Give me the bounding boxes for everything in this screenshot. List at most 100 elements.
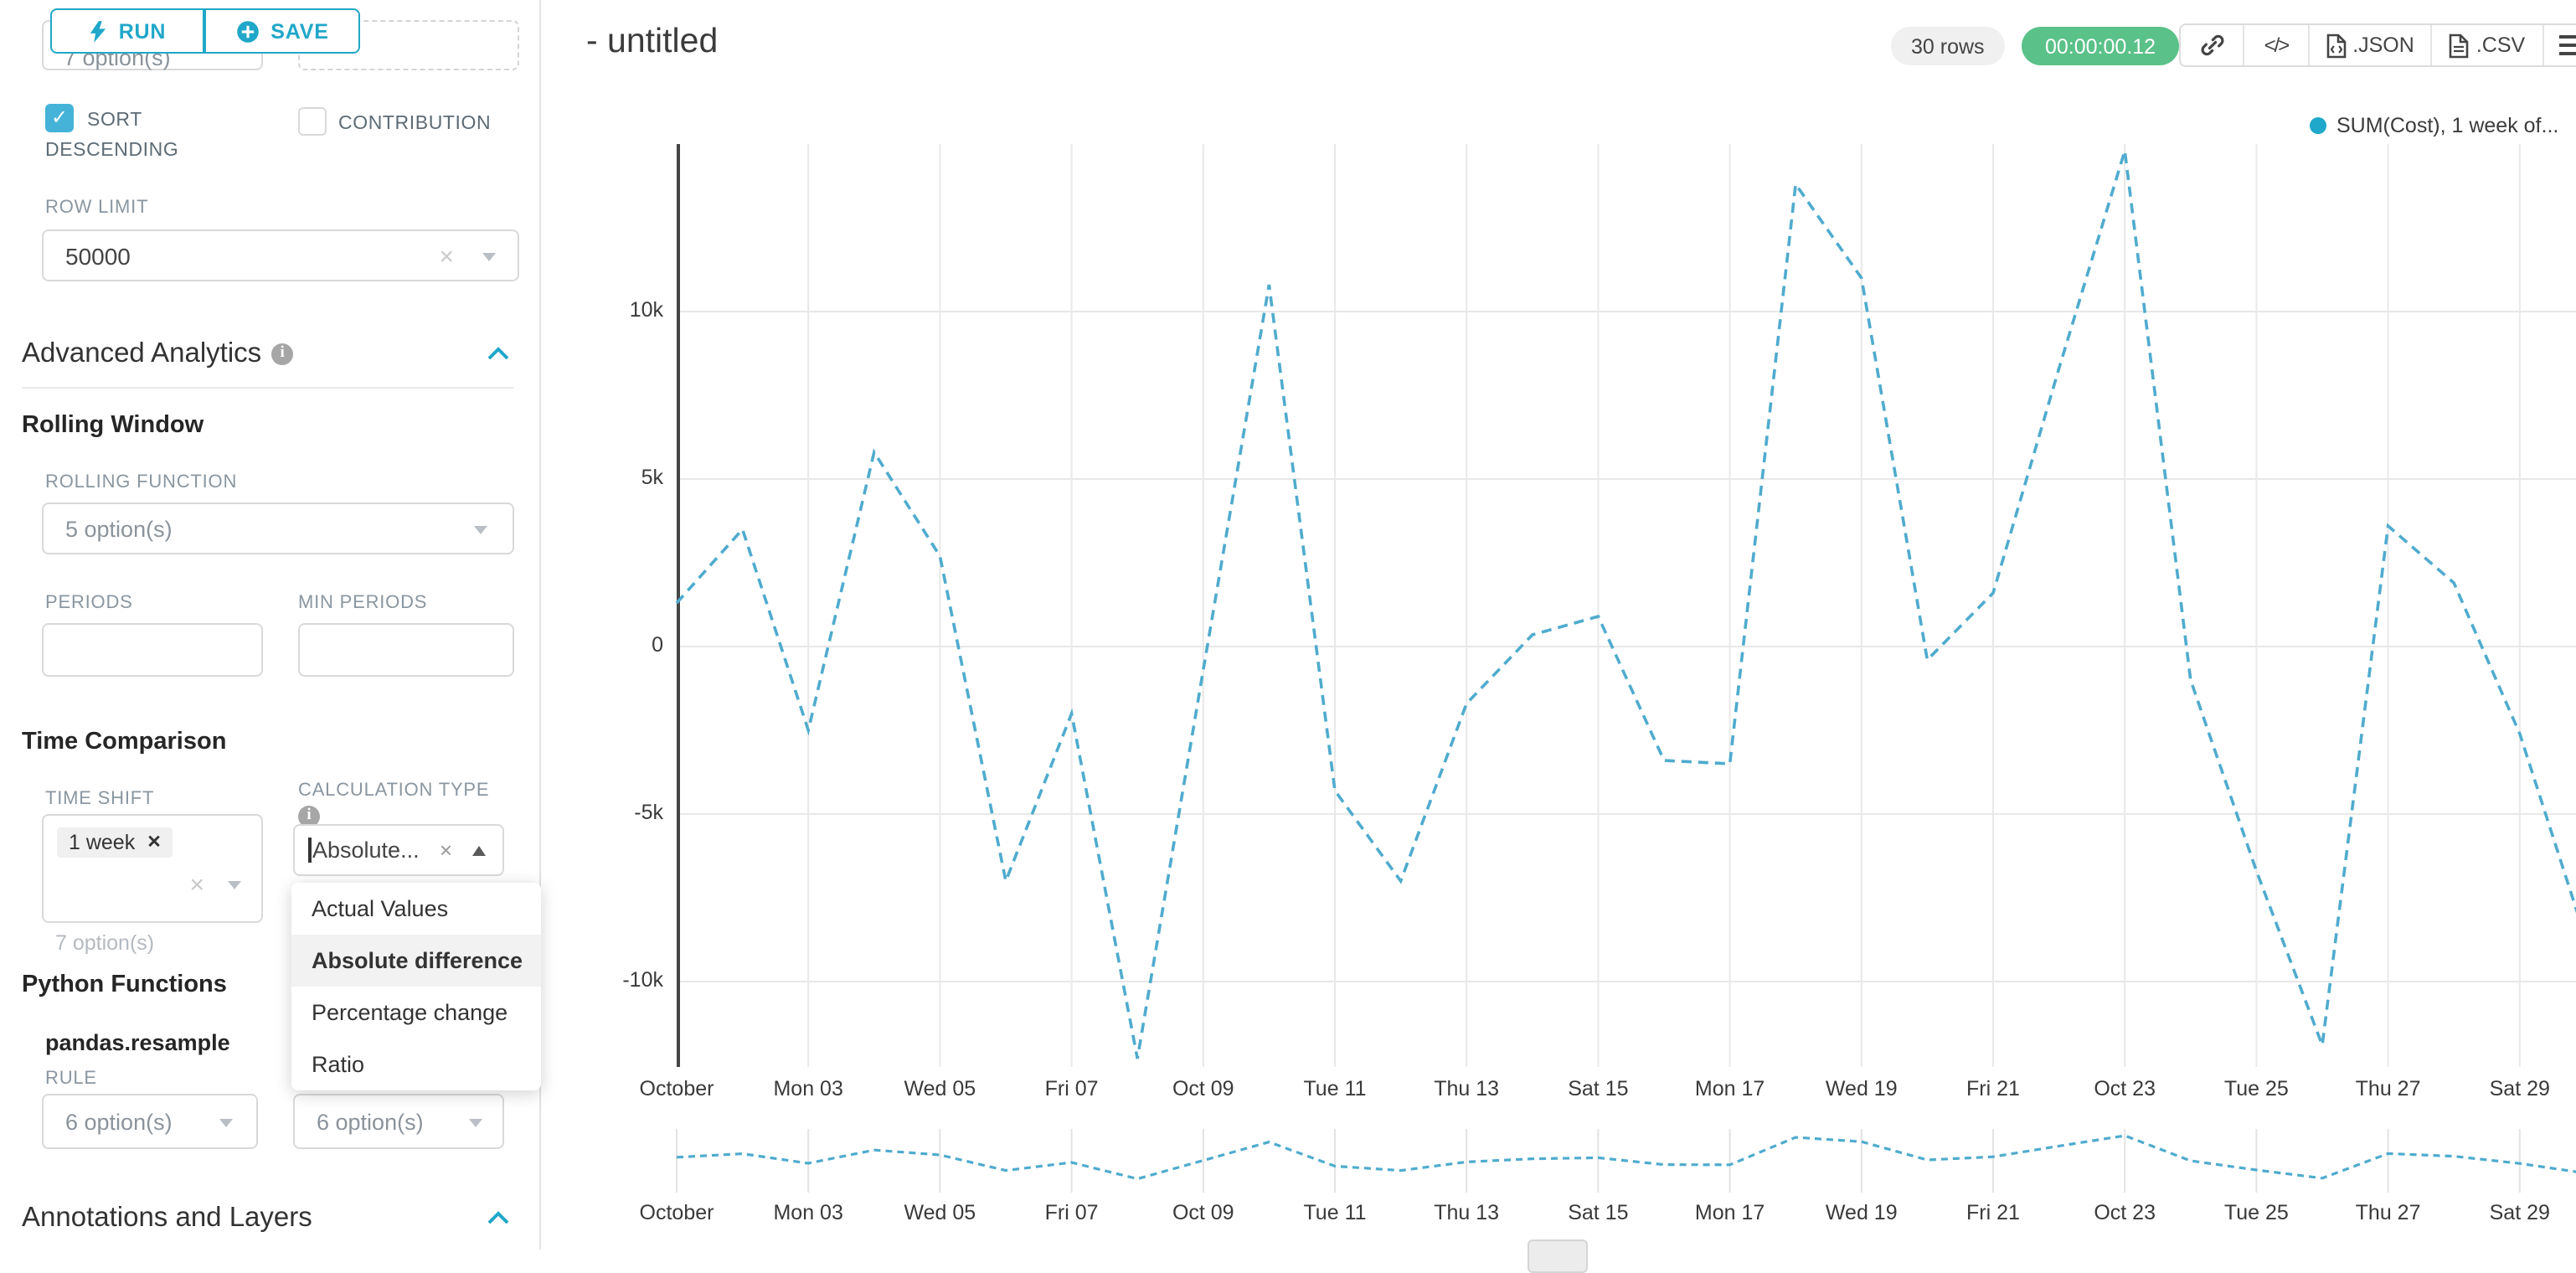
method-select[interactable]: 6 option(s) — [293, 1094, 504, 1149]
contribution-label: CONTRIBUTION — [338, 114, 492, 134]
time-shift-select[interactable]: 1 week ✕ × — [42, 814, 263, 923]
dropdown-option-percentage-change[interactable]: Percentage change — [312, 1000, 508, 1025]
export-csv-button[interactable]: .CSV — [2430, 25, 2543, 65]
embed-code-button[interactable]: </> — [2243, 25, 2308, 65]
y-axis-tick: 0 — [652, 633, 663, 657]
rolling-function-label: ROLLING FUNCTION — [45, 472, 238, 492]
contribution-checkbox[interactable] — [298, 107, 327, 136]
plus-circle-icon — [236, 20, 259, 42]
x-axis-tick: Thu 13 — [1434, 1077, 1500, 1100]
row-limit-label: ROW LIMIT — [45, 198, 149, 218]
annotations-title: Annotations and Layers — [22, 1203, 312, 1233]
query-timer-badge: 00:00:00.12 — [2022, 27, 2180, 65]
chart-title[interactable]: - untitled — [586, 22, 719, 60]
rule-placeholder: 6 option(s) — [65, 1109, 173, 1134]
x-axis-tick: Fri 21 — [1966, 1077, 2020, 1100]
chevron-up-icon[interactable] — [487, 347, 509, 360]
x-axis-tick: Sat 29 — [2489, 1201, 2550, 1224]
calculation-type-select[interactable]: Absolute... × — [293, 824, 504, 876]
annotations-header[interactable]: Annotations and Layers — [22, 1203, 312, 1234]
sort-descending-label: SORT — [87, 111, 142, 131]
legend-label: SUM(Cost), 1 week of... — [2336, 114, 2559, 137]
dropdown-option-ratio[interactable]: Ratio — [312, 1052, 365, 1077]
x-axis-tick: Tue 25 — [2223, 1201, 2289, 1224]
rolling-function-select[interactable]: 5 option(s) — [42, 502, 514, 554]
tag-close-icon[interactable]: ✕ — [147, 832, 162, 853]
info-icon: i — [271, 343, 294, 365]
x-axis-tick: Oct 09 — [1172, 1201, 1234, 1224]
pandas-resample-label: pandas.resample — [45, 1030, 230, 1055]
clear-icon[interactable]: × — [439, 838, 452, 863]
chevron-down-icon — [469, 1119, 482, 1127]
x-axis-tick: Mon 17 — [1694, 1201, 1765, 1224]
x-axis-tick: Tue 11 — [1303, 1201, 1367, 1224]
chart-menu-button[interactable] — [2543, 25, 2576, 65]
chevron-up-icon[interactable] — [487, 1211, 509, 1224]
chevron-down-icon — [474, 526, 487, 534]
section-divider — [22, 387, 514, 389]
x-axis-tick: Sat 29 — [2489, 1077, 2550, 1100]
legend-dot-icon — [2310, 117, 2326, 134]
run-button-label: RUN — [118, 19, 167, 43]
min-periods-input[interactable] — [298, 623, 514, 677]
rule-select[interactable]: 6 option(s) — [42, 1094, 258, 1149]
time-shift-tag[interactable]: 1 week ✕ — [57, 827, 173, 858]
save-button[interactable]: SAVE — [204, 8, 360, 54]
time-shift-label: TIME SHIFT — [45, 789, 155, 809]
export-json-label: .JSON — [2352, 34, 2414, 57]
sort-descending-checkbox[interactable]: ✓ — [45, 104, 74, 132]
time-comparison-title: Time Comparison — [22, 729, 227, 755]
info-icon: i — [298, 806, 320, 827]
x-axis-tick: Thu 27 — [2355, 1077, 2421, 1100]
menu-icon — [2558, 34, 2576, 56]
time-shift-tag-label: 1 week — [69, 831, 136, 854]
calculation-type-dropdown: Actual Values Absolute difference Percen… — [291, 883, 541, 1090]
rule-label: RULE — [45, 1069, 97, 1089]
checkmark-icon: ✓ — [50, 106, 69, 129]
control-panel: 7 option(s) RUN SAVE ✓ SORT DESCENDING C… — [0, 0, 541, 1250]
x-axis-tick: Tue 25 — [2223, 1077, 2289, 1100]
x-axis-tick: Mon 17 — [1694, 1077, 1765, 1100]
chevron-down-icon — [219, 1119, 233, 1127]
row-limit-select[interactable]: 50000 × — [42, 229, 519, 281]
chevron-down-icon[interactable] — [482, 253, 496, 261]
rolling-window-title: Rolling Window — [22, 412, 204, 439]
x-axis-tick: Sat 15 — [1568, 1077, 1629, 1100]
y-axis-tick: 5k — [641, 466, 663, 489]
x-axis-tick: October — [639, 1077, 714, 1100]
range-selector-handle[interactable] — [1528, 1240, 1588, 1273]
run-save-button-group: RUN SAVE — [50, 8, 360, 54]
clear-icon[interactable]: × — [439, 243, 454, 271]
x-axis-tick: Sat 15 — [1568, 1201, 1629, 1224]
method-placeholder: 6 option(s) — [317, 1109, 424, 1134]
json-file-icon — [2326, 33, 2346, 58]
calculation-type-value: Absolute... — [312, 837, 420, 863]
csv-file-icon — [2450, 33, 2470, 58]
x-axis-tick: Tue 11 — [1303, 1077, 1367, 1100]
y-axis-tick: 10k — [629, 298, 663, 322]
x-axis-tick: Wed 19 — [1825, 1201, 1898, 1224]
periods-input[interactable] — [42, 623, 263, 677]
chart-toolbar: </> .JSON .CSV — [2179, 23, 2576, 67]
chart-legend[interactable]: SUM(Cost), 1 week of... — [2310, 114, 2558, 137]
advanced-analytics-header[interactable]: Advanced Analytics i — [22, 338, 294, 370]
x-axis-tick: Fri 07 — [1044, 1077, 1099, 1100]
code-icon: </> — [2264, 34, 2290, 57]
x-axis-tick: Oct 09 — [1172, 1077, 1234, 1100]
x-axis-tick: Mon 03 — [773, 1201, 843, 1224]
dropdown-option-actual-values[interactable]: Actual Values — [312, 896, 449, 921]
export-json-button[interactable]: .JSON — [2308, 25, 2430, 65]
rolling-function-placeholder: 5 option(s) — [65, 516, 173, 541]
dropdown-option-absolute-difference[interactable]: Absolute difference — [291, 935, 541, 987]
clear-icon[interactable]: × — [189, 871, 204, 899]
copy-link-button[interactable] — [2181, 25, 2243, 65]
run-button[interactable]: RUN — [50, 8, 204, 54]
calculation-type-label: CALCULATION TYPE — [298, 781, 490, 801]
x-axis-tick: Fri 21 — [1966, 1201, 2020, 1224]
export-csv-label: .CSV — [2476, 34, 2526, 57]
row-limit-value: 50000 — [65, 242, 131, 269]
periods-label: PERIODS — [45, 593, 133, 613]
bolt-icon — [90, 20, 106, 42]
x-axis-tick: Oct 23 — [2094, 1201, 2156, 1224]
